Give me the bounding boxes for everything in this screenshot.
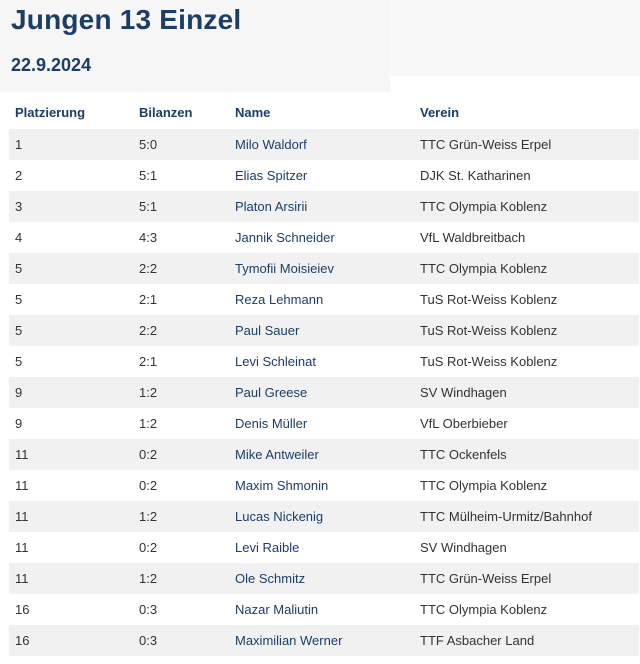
cell-record: 2:1 <box>133 346 229 377</box>
cell-record: 5:1 <box>133 191 229 222</box>
header-placement: Platzierung <box>15 105 86 120</box>
table-row: 2 5:1 Elias Spitzer DJK St. Katharinen <box>9 160 639 191</box>
cell-club: TTC Olympia Koblenz <box>414 253 639 284</box>
player-name-link[interactable]: Elias Spitzer <box>229 160 414 191</box>
cell-placement: 5 <box>9 346 133 377</box>
cell-record: 1:2 <box>133 408 229 439</box>
header-record: Bilanzen <box>139 105 193 120</box>
cell-record: 1:2 <box>133 563 229 594</box>
table-row: 16 0:3 Nazar Maliutin TTC Olympia Koblenz <box>9 594 639 625</box>
player-name-link[interactable]: Jannik Schneider <box>229 222 414 253</box>
cell-placement: 11 <box>9 439 133 470</box>
player-name-link[interactable]: Tymofii Moisieiev <box>229 253 414 284</box>
cell-record: 0:2 <box>133 470 229 501</box>
cell-club: SV Windhagen <box>414 532 639 563</box>
cell-record: 5:1 <box>133 160 229 191</box>
player-name-link[interactable]: Paul Greese <box>229 377 414 408</box>
cell-placement: 2 <box>9 160 133 191</box>
cell-club: TTC Olympia Koblenz <box>414 191 639 222</box>
results-table-body: 1 5:0 Milo Waldorf TTC Grün-Weiss Erpel 2 5:1… <box>9 129 639 656</box>
cell-club: TTC Ockenfels <box>414 439 639 470</box>
table-row: 16 0:3 Maximilian Werner TTF Asbacher Land <box>9 625 639 656</box>
cell-placement: 11 <box>9 501 133 532</box>
cell-placement: 16 <box>9 594 133 625</box>
player-name-link[interactable]: Maxim Shmonin <box>229 470 414 501</box>
cell-record: 1:2 <box>133 501 229 532</box>
cell-record: 4:3 <box>133 222 229 253</box>
cell-record: 0:3 <box>133 625 229 656</box>
cell-placement: 9 <box>9 408 133 439</box>
cell-record: 0:2 <box>133 532 229 563</box>
cell-record: 0:2 <box>133 439 229 470</box>
cell-club: TTC Olympia Koblenz <box>414 594 639 625</box>
player-name-link[interactable]: Paul Sauer <box>229 315 414 346</box>
cell-record: 1:2 <box>133 377 229 408</box>
cell-club: TTC Grün-Weiss Erpel <box>414 563 639 594</box>
table-row: 11 0:2 Maxim Shmonin TTC Olympia Koblenz <box>9 470 639 501</box>
table-row: 1 5:0 Milo Waldorf TTC Grün-Weiss Erpel <box>9 129 639 160</box>
cell-club: VfL Waldbreitbach <box>414 222 639 253</box>
player-name-link[interactable]: Ole Schmitz <box>229 563 414 594</box>
cell-placement: 5 <box>9 284 133 315</box>
header-club: Verein <box>420 105 460 120</box>
cell-placement: 5 <box>9 315 133 346</box>
event-date: 22.9.2024 <box>11 55 92 75</box>
cell-club: TuS Rot-Weiss Koblenz <box>414 284 639 315</box>
cell-record: 5:0 <box>133 129 229 160</box>
cell-record: 0:3 <box>133 594 229 625</box>
player-name-link[interactable]: Denis Müller <box>229 408 414 439</box>
page-title: Jungen 13 Einzel <box>11 4 242 35</box>
table-row: 5 2:1 Reza Lehmann TuS Rot-Weiss Koblenz <box>9 284 639 315</box>
cell-club: TTC Olympia Koblenz <box>414 470 639 501</box>
player-name-link[interactable]: Levi Raible <box>229 532 414 563</box>
table-row: 4 4:3 Jannik Schneider VfL Waldbreitbach <box>9 222 639 253</box>
header-name: Name <box>235 105 271 120</box>
table-row: 9 1:2 Denis Müller VfL Oberbieber <box>9 408 639 439</box>
table-row: 5 2:2 Paul Sauer TuS Rot-Weiss Koblenz <box>9 315 639 346</box>
player-name-link[interactable]: Lucas Nickenig <box>229 501 414 532</box>
cell-placement: 11 <box>9 470 133 501</box>
cell-club: TuS Rot-Weiss Koblenz <box>414 315 639 346</box>
header-card: Jungen 13 Einzel 22.9.2024 <box>0 0 390 92</box>
cell-placement: 16 <box>9 625 133 656</box>
cell-placement: 1 <box>9 129 133 160</box>
cell-club: VfL Oberbieber <box>414 408 639 439</box>
cell-club: TTC Grün-Weiss Erpel <box>414 129 639 160</box>
table-row: 5 2:1 Levi Schleinat TuS Rot-Weiss Koblenz <box>9 346 639 377</box>
cell-placement: 3 <box>9 191 133 222</box>
cell-placement: 4 <box>9 222 133 253</box>
cell-club: TTF Asbacher Land <box>414 625 639 656</box>
player-name-link[interactable]: Nazar Maliutin <box>229 594 414 625</box>
cell-placement: 11 <box>9 532 133 563</box>
table-row: 5 2:2 Tymofii Moisieiev TTC Olympia Koblenz <box>9 253 639 284</box>
table-row: 9 1:2 Paul Greese SV Windhagen <box>9 377 639 408</box>
table-row: 11 0:2 Mike Antweiler TTC Ockenfels <box>9 439 639 470</box>
cell-record: 2:2 <box>133 315 229 346</box>
player-name-link[interactable]: Maximilian Werner <box>229 625 414 656</box>
cell-club: DJK St. Katharinen <box>414 160 639 191</box>
table-row: 11 0:2 Levi Raible SV Windhagen <box>9 532 639 563</box>
cell-club: SV Windhagen <box>414 377 639 408</box>
table-row: 11 1:2 Lucas Nickenig TTC Mülheim-Urmitz/Ba… <box>9 501 639 532</box>
player-name-link[interactable]: Reza Lehmann <box>229 284 414 315</box>
table-row: 11 1:2 Ole Schmitz TTC Grün-Weiss Erpel <box>9 563 639 594</box>
cell-club: TuS Rot-Weiss Koblenz <box>414 346 639 377</box>
results-table: Platzierung Bilanzen Name Verein 1 5:0 Mil… <box>9 96 639 656</box>
cell-record: 2:2 <box>133 253 229 284</box>
cell-club: TTC Mülheim-Urmitz/Bahnhof <box>414 501 639 532</box>
cell-placement: 5 <box>9 253 133 284</box>
player-name-link[interactable]: Platon Arsirii <box>229 191 414 222</box>
player-name-link[interactable]: Mike Antweiler <box>229 439 414 470</box>
player-name-link[interactable]: Levi Schleinat <box>229 346 414 377</box>
cell-record: 2:1 <box>133 284 229 315</box>
cell-placement: 11 <box>9 563 133 594</box>
cell-placement: 9 <box>9 377 133 408</box>
player-name-link[interactable]: Milo Waldorf <box>229 129 414 160</box>
table-row: 3 5:1 Platon Arsirii TTC Olympia Koblenz <box>9 191 639 222</box>
table-header-row: Platzierung Bilanzen Name Verein <box>9 96 639 129</box>
